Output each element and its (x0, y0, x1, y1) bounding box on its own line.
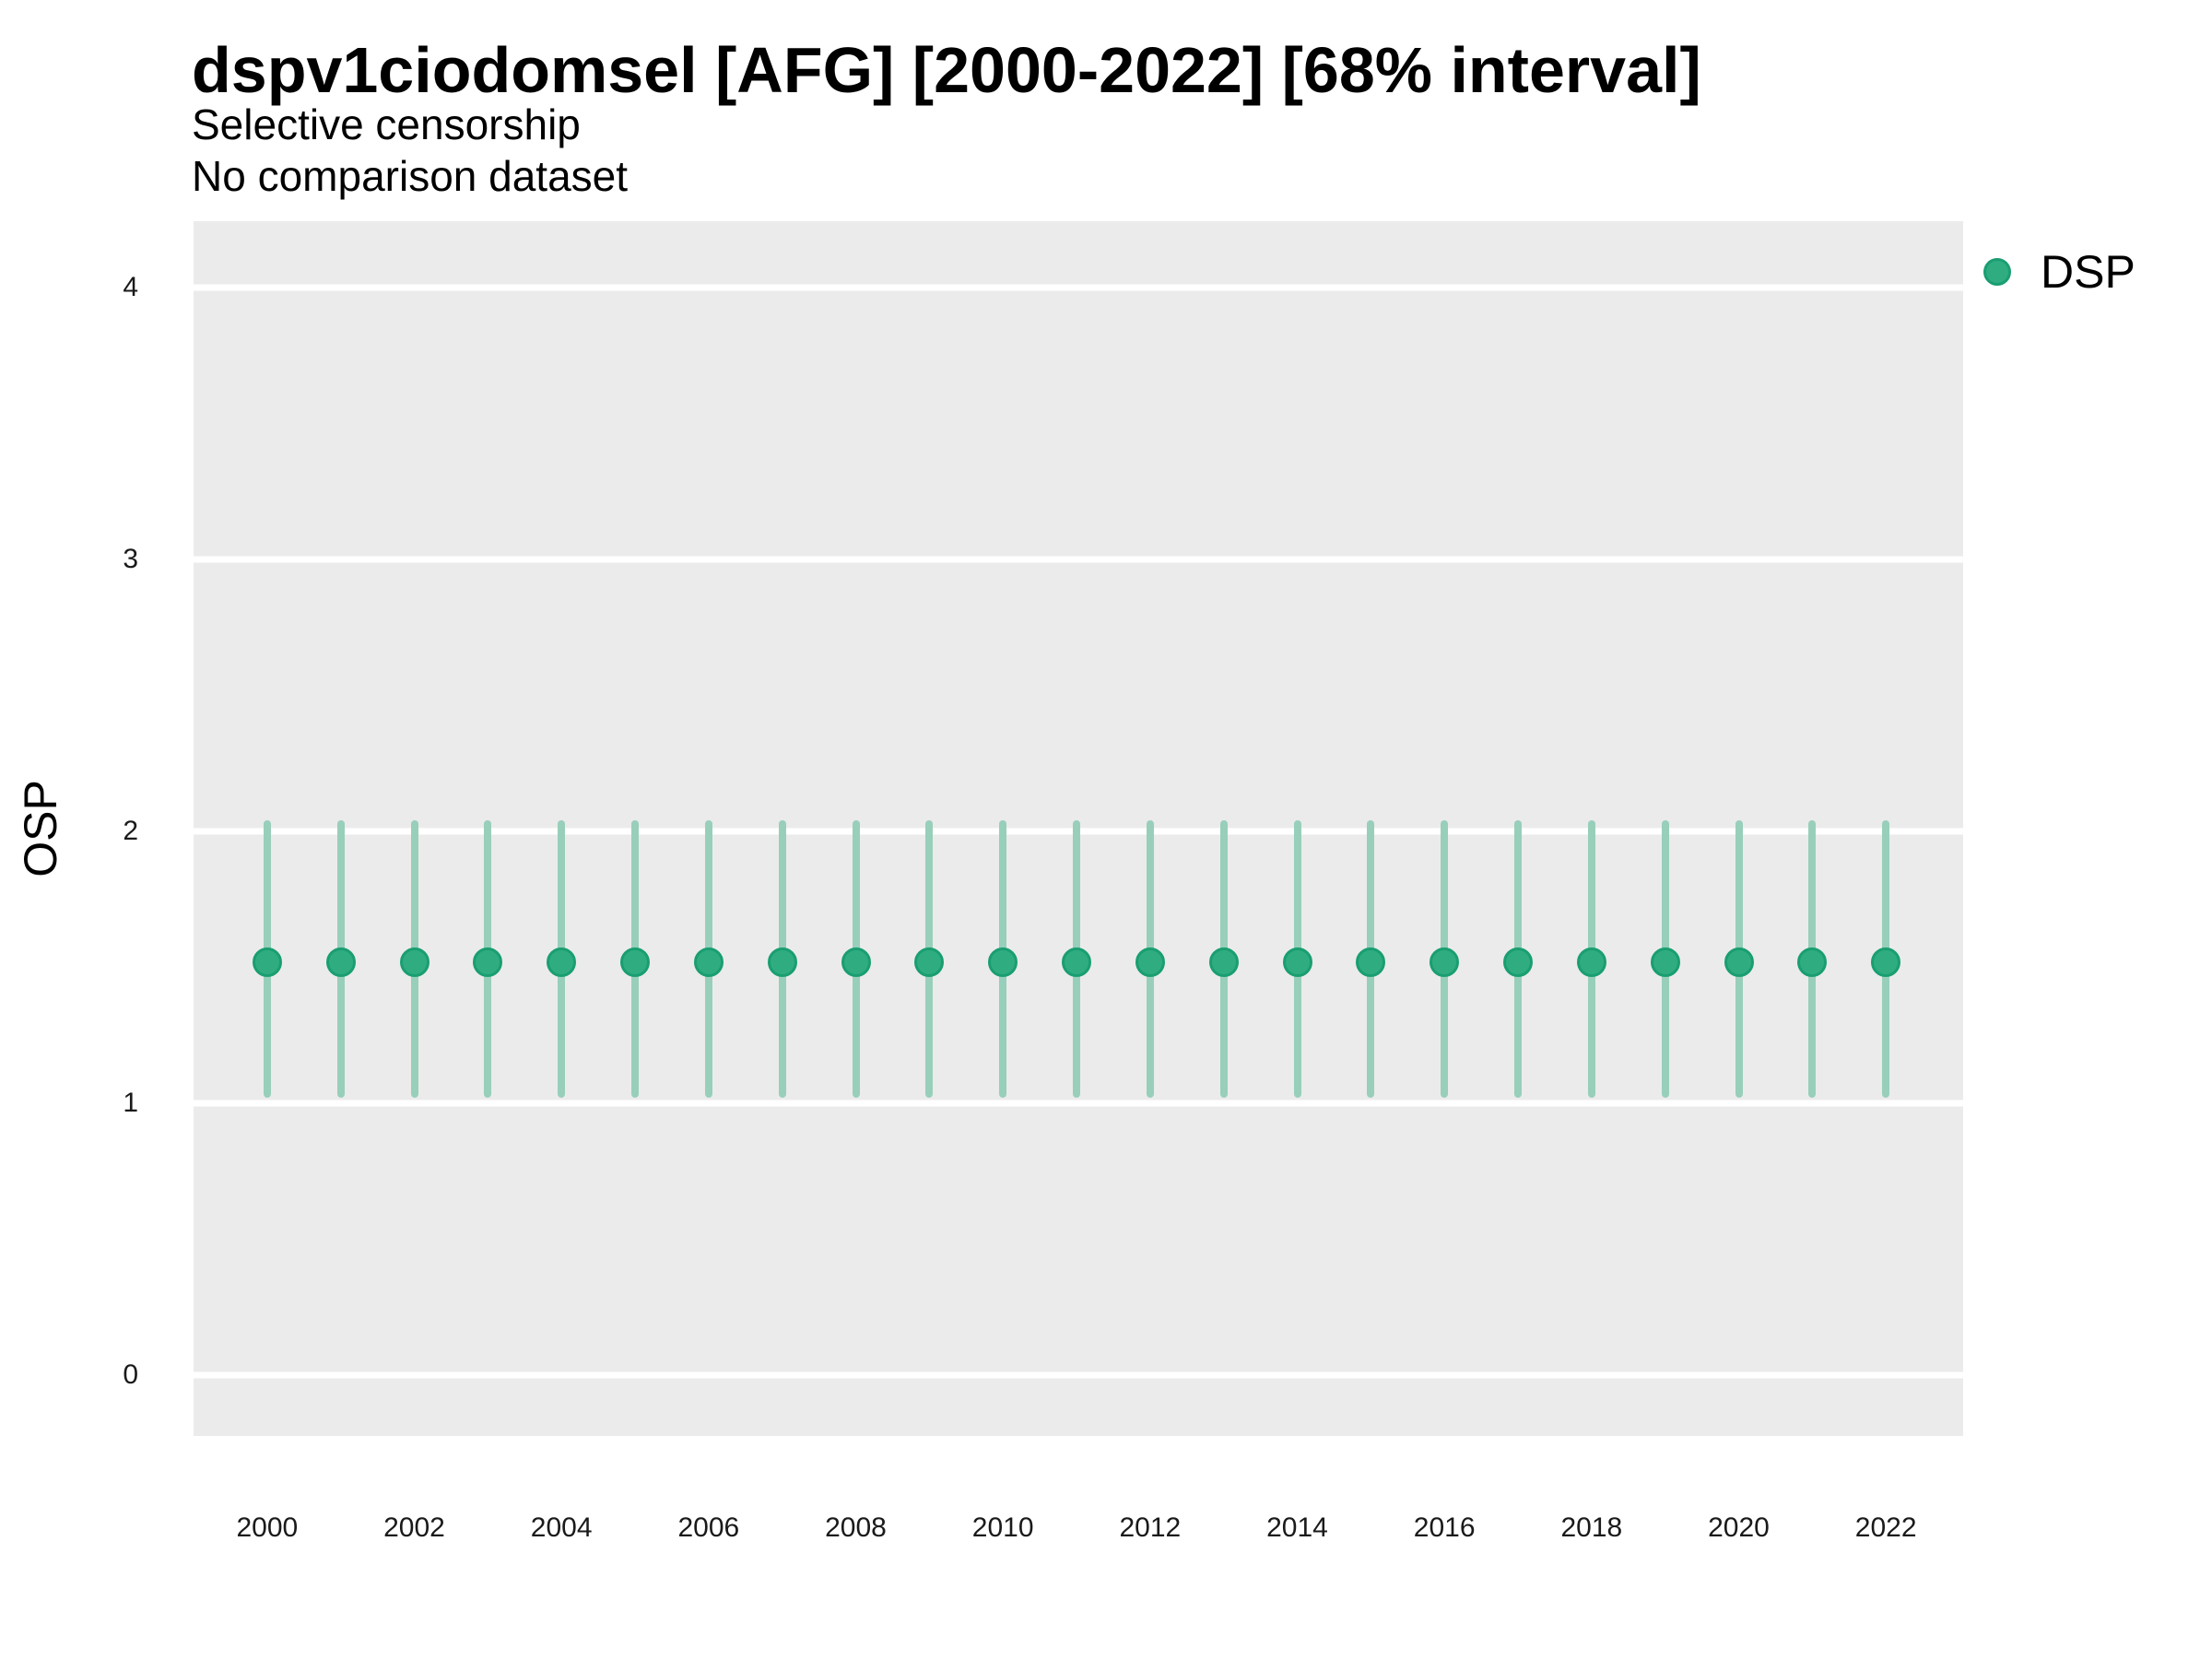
data-point-2005 (620, 947, 650, 977)
y-tick-label-2: 2 (123, 815, 138, 846)
data-point-2022 (1871, 947, 1901, 977)
data-point-2012 (1135, 947, 1165, 977)
legend: DSP (1983, 249, 2136, 295)
y-tick-label-3: 3 (123, 543, 138, 574)
data-point-2001 (325, 947, 356, 977)
y-tick-label-4: 4 (123, 271, 138, 302)
gridline-y-3 (194, 556, 1963, 563)
legend-label: DSP (2041, 246, 2136, 298)
data-point-2016 (1430, 947, 1460, 977)
x-tick-label-2002: 2002 (383, 1512, 445, 1543)
data-point-2002 (399, 947, 429, 977)
data-point-2009 (914, 947, 945, 977)
y-axis-title: OSP (15, 780, 66, 877)
x-tick-label-2012: 2012 (1119, 1512, 1182, 1543)
x-tick-label-2018: 2018 (1560, 1512, 1623, 1543)
data-point-2020 (1724, 947, 1754, 977)
x-tick-label-2022: 2022 (1854, 1512, 1917, 1543)
data-point-2010 (988, 947, 1018, 977)
gridline-y-4 (194, 284, 1963, 291)
data-point-2006 (693, 947, 724, 977)
data-point-2013 (1208, 947, 1239, 977)
data-point-2014 (1282, 947, 1312, 977)
x-tick-label-2014: 2014 (1266, 1512, 1328, 1543)
data-point-2021 (1797, 947, 1828, 977)
data-point-2003 (473, 947, 503, 977)
gridline-y-1 (194, 1100, 1963, 1107)
legend-point-icon (1983, 258, 2011, 286)
x-tick-label-2006: 2006 (677, 1512, 740, 1543)
x-tick-label-2016: 2016 (1413, 1512, 1476, 1543)
gridline-y-0 (194, 1371, 1963, 1379)
data-point-2015 (1356, 947, 1386, 977)
data-point-2007 (767, 947, 797, 977)
chart-subtitle-2: No comparison dataset (192, 152, 629, 200)
data-point-2018 (1576, 947, 1606, 977)
data-point-2011 (1062, 947, 1091, 977)
y-tick-label-0: 0 (123, 1359, 138, 1390)
data-point-2004 (547, 947, 577, 977)
data-point-2019 (1650, 947, 1680, 977)
x-tick-label-2010: 2010 (971, 1512, 1034, 1543)
data-point-2000 (252, 947, 282, 977)
data-point-2017 (1503, 947, 1533, 977)
y-tick-label-1: 1 (123, 1087, 138, 1118)
x-tick-label-2004: 2004 (530, 1512, 593, 1543)
x-tick-label-2020: 2020 (1708, 1512, 1770, 1543)
data-point-2008 (841, 947, 871, 977)
x-tick-label-2008: 2008 (825, 1512, 887, 1543)
chart-subtitle-1: Selective censorship (192, 100, 581, 148)
x-tick-label-2000: 2000 (236, 1512, 299, 1543)
plot-panel (194, 221, 1963, 1436)
chart-title: dspv1ciodomsel [AFG] [2000-2022] [68% in… (192, 34, 1701, 106)
